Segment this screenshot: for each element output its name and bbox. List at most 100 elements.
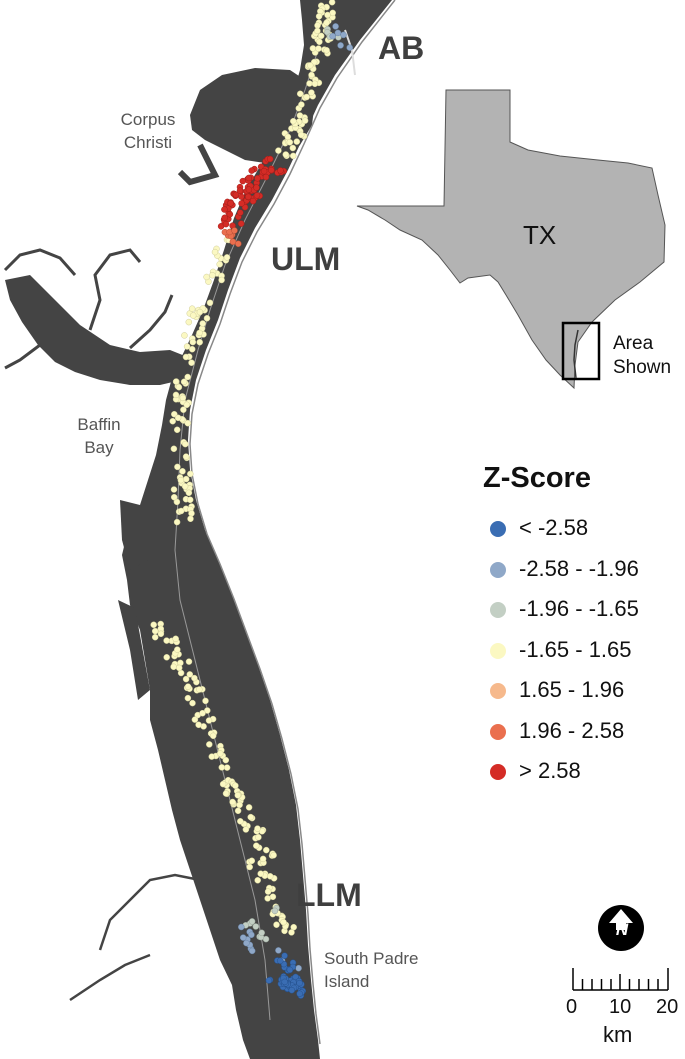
survey-point xyxy=(218,276,225,284)
survey-point xyxy=(174,646,181,653)
survey-point xyxy=(288,929,295,936)
place-label-line: South Padre xyxy=(324,949,419,968)
survey-point xyxy=(188,305,196,312)
survey-point xyxy=(246,863,253,871)
survey-point xyxy=(172,635,179,643)
survey-point xyxy=(298,101,305,108)
survey-point xyxy=(195,721,202,729)
survey-point xyxy=(238,923,245,931)
legend-swatch xyxy=(490,642,506,659)
survey-point xyxy=(266,873,274,880)
corpus-christi-inlet xyxy=(177,143,220,186)
survey-point xyxy=(219,780,227,788)
survey-point xyxy=(189,699,196,707)
survey-point xyxy=(236,801,243,809)
survey-point xyxy=(277,957,284,965)
survey-point xyxy=(196,338,203,346)
survey-point xyxy=(306,80,313,87)
survey-point xyxy=(314,22,321,29)
survey-point xyxy=(180,378,188,386)
survey-point xyxy=(340,31,347,39)
survey-point xyxy=(311,80,319,88)
survey-point xyxy=(316,38,323,46)
survey-point xyxy=(184,419,192,427)
survey-point xyxy=(234,792,242,799)
survey-point xyxy=(205,717,213,724)
survey-point xyxy=(249,197,257,205)
survey-point xyxy=(208,753,216,760)
survey-point xyxy=(289,144,297,152)
legend-swatch xyxy=(490,521,506,537)
survey-point xyxy=(223,254,231,261)
region-label-ab: AB xyxy=(378,30,425,66)
survey-point xyxy=(181,483,189,490)
survey-point xyxy=(184,373,191,381)
survey-point xyxy=(268,166,275,174)
survey-point xyxy=(260,167,268,175)
survey-point xyxy=(254,877,261,884)
legend-label: -1.96 - -1.65 xyxy=(519,596,639,621)
survey-point xyxy=(254,175,261,182)
survey-point xyxy=(206,741,213,748)
survey-point xyxy=(243,939,250,947)
survey-point xyxy=(270,851,277,859)
north-arrow-letter: N xyxy=(615,920,629,939)
baffin-bay-tributaries xyxy=(3,248,174,370)
place-label-line: Christi xyxy=(123,133,173,152)
survey-point xyxy=(245,804,253,811)
survey-point xyxy=(306,62,314,69)
survey-point xyxy=(170,493,178,501)
survey-point xyxy=(275,147,282,154)
legend-label: 1.65 - 1.96 xyxy=(519,677,625,702)
north-arrow-icon xyxy=(598,905,644,951)
survey-point xyxy=(211,248,219,256)
region-label-ulm: ULM xyxy=(271,241,341,277)
survey-point xyxy=(175,383,183,391)
survey-point xyxy=(323,47,330,54)
survey-point xyxy=(229,238,237,245)
survey-point xyxy=(334,29,342,37)
survey-point xyxy=(177,476,185,484)
survey-point xyxy=(337,42,344,49)
legend-label: > 2.58 xyxy=(519,758,581,783)
survey-point xyxy=(173,426,181,434)
survey-point xyxy=(188,359,195,366)
survey-point xyxy=(238,193,245,200)
survey-point xyxy=(245,193,252,201)
survey-point xyxy=(265,977,273,984)
survey-point xyxy=(292,973,299,981)
survey-point xyxy=(196,308,204,316)
survey-point xyxy=(315,13,323,20)
survey-point xyxy=(282,151,290,158)
survey-point xyxy=(170,445,178,453)
scale-tick-label: 10 xyxy=(609,996,632,1018)
survey-point xyxy=(221,206,228,213)
survey-point xyxy=(296,112,304,119)
survey-point xyxy=(288,986,296,994)
survey-point xyxy=(179,468,186,475)
survey-point xyxy=(183,343,191,350)
survey-point xyxy=(242,826,250,833)
survey-point xyxy=(253,184,260,191)
survey-point xyxy=(182,453,190,460)
survey-point xyxy=(329,32,336,40)
survey-point xyxy=(263,846,270,854)
survey-point xyxy=(229,798,236,806)
survey-point xyxy=(163,637,170,644)
survey-point xyxy=(170,486,178,493)
survey-point xyxy=(301,117,309,124)
mainland-shore-detail xyxy=(118,500,150,700)
legend-swatch xyxy=(490,602,506,618)
survey-point xyxy=(184,683,192,690)
survey-point xyxy=(259,855,267,863)
gulf-shoreline xyxy=(189,0,396,1045)
survey-point xyxy=(189,338,197,346)
survey-point xyxy=(175,664,183,672)
place-label-line: Baffin xyxy=(77,415,121,434)
survey-point xyxy=(170,663,177,671)
survey-point xyxy=(258,929,265,937)
survey-point xyxy=(245,174,252,182)
survey-point xyxy=(163,654,170,661)
survey-point xyxy=(248,947,256,955)
survey-point xyxy=(252,923,260,930)
